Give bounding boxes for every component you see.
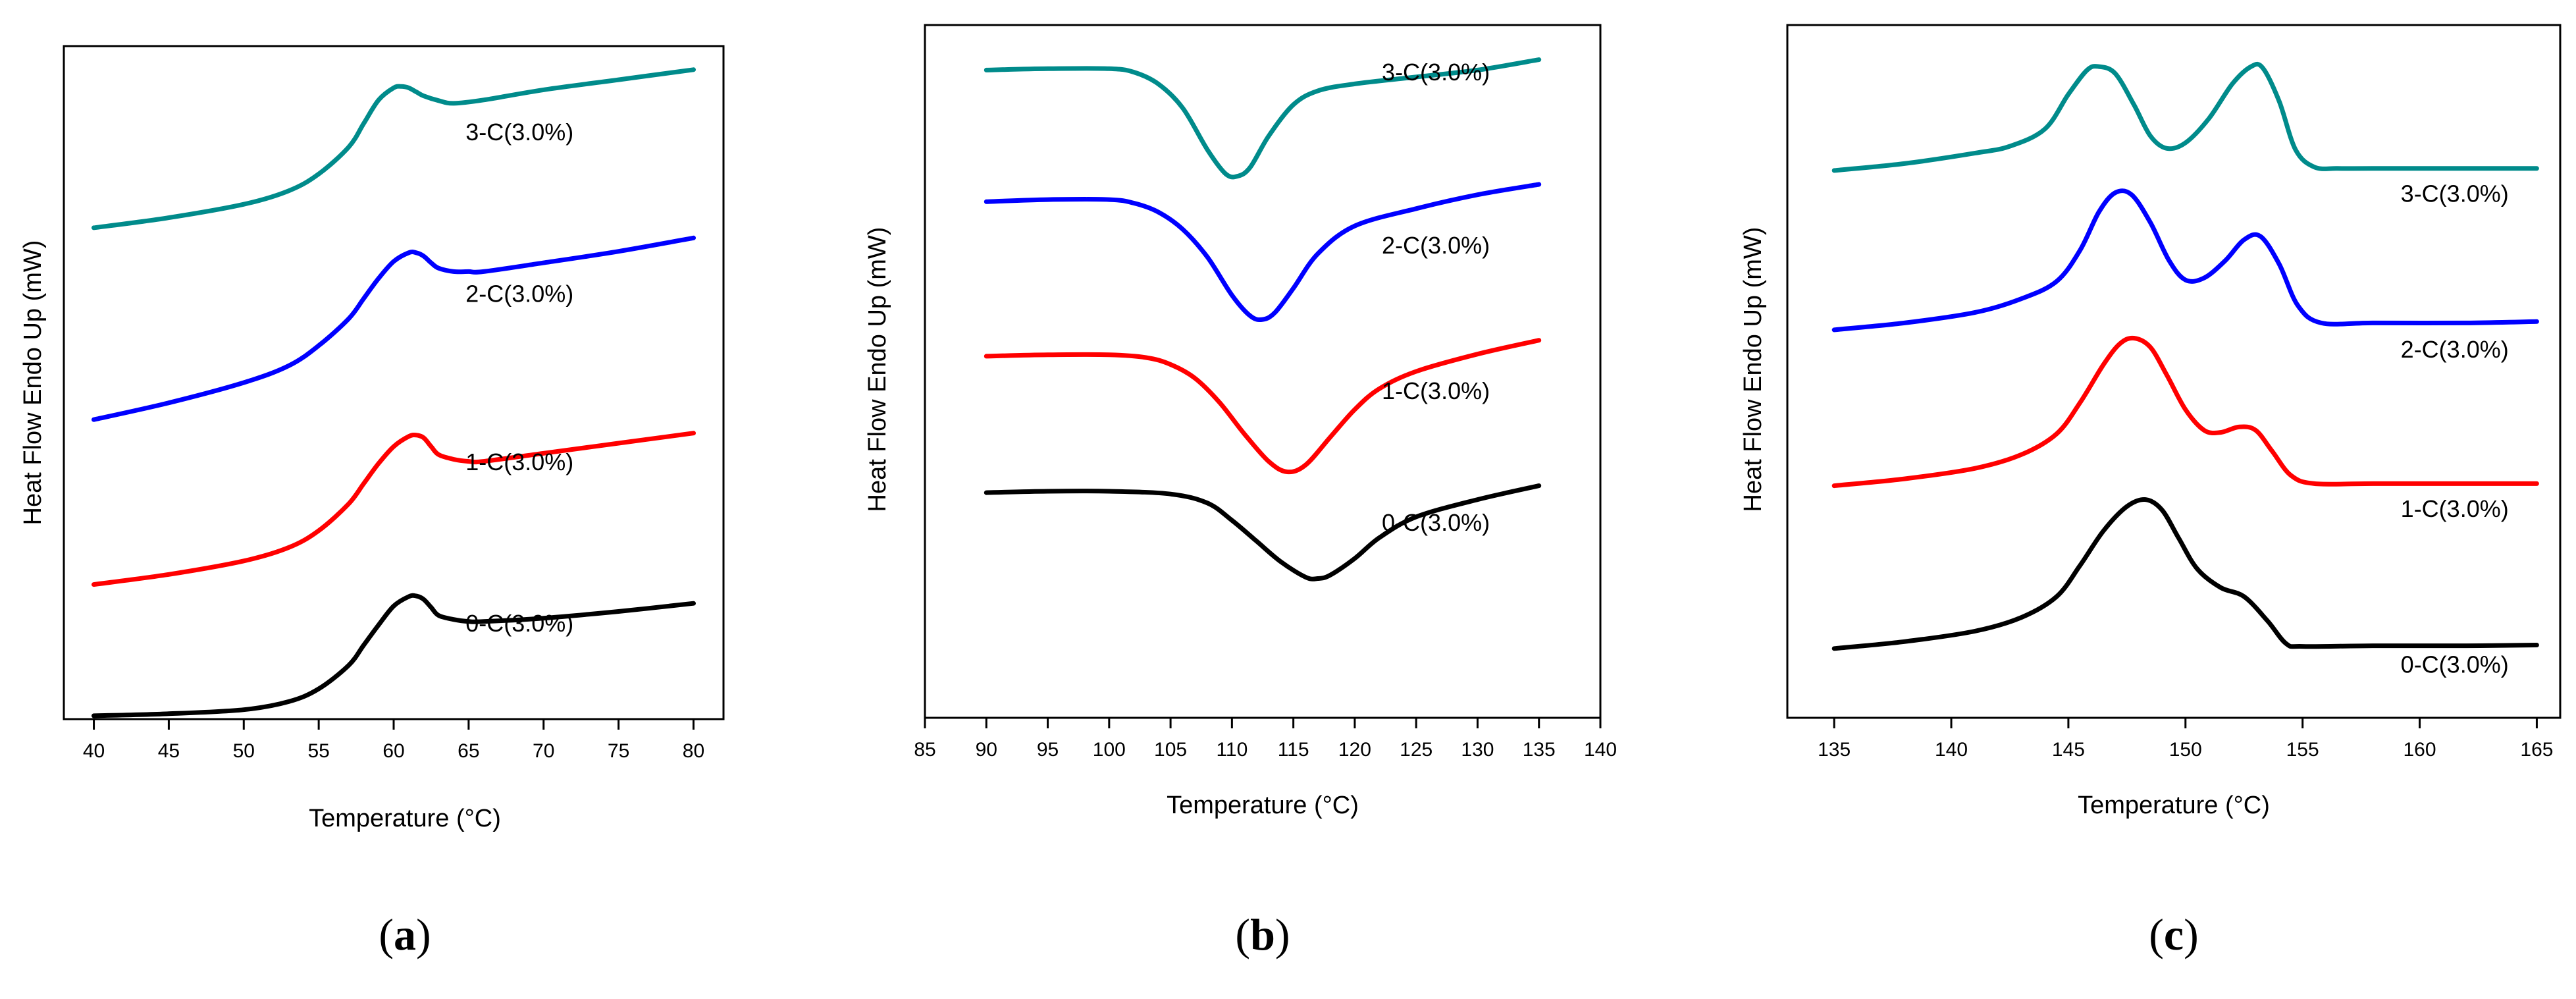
caption-open-paren-c: ( bbox=[2149, 909, 2164, 959]
x-tick-label-a-45: 45 bbox=[158, 740, 180, 762]
series-label-c-1: 1-C(3.0%) bbox=[2401, 495, 2509, 522]
y-axis-title-b: Heat Flow Endo Up (mW) bbox=[864, 227, 891, 512]
x-tick-label-c-135: 135 bbox=[1818, 739, 1851, 761]
x-tick-label-b-130: 130 bbox=[1461, 739, 1494, 761]
caption-close-paren-a: ) bbox=[416, 909, 431, 959]
series-label-b-1: 1-C(3.0%) bbox=[1382, 377, 1490, 404]
caption-letter-c: c bbox=[2163, 909, 2184, 959]
x-ticks-a: 40 45 50 55 60 65 70 75 80 bbox=[83, 719, 704, 762]
panel-caption-c: (c) bbox=[2108, 909, 2240, 961]
x-axis-title-a: Temperature (°C) bbox=[309, 805, 501, 832]
series-line-a-3 bbox=[92, 67, 696, 230]
x-tick-label-a-50: 50 bbox=[233, 740, 255, 762]
series-label-c-2: 2-C(3.0%) bbox=[2401, 336, 2509, 363]
x-tick-label-b-95: 95 bbox=[1037, 739, 1059, 761]
x-tick-label-a-40: 40 bbox=[83, 740, 105, 762]
caption-letter-b: b bbox=[1250, 909, 1275, 959]
x-tick-label-a-55: 55 bbox=[307, 740, 329, 762]
caption-open-paren-a: ( bbox=[379, 909, 394, 959]
series-line-a-1 bbox=[92, 431, 696, 587]
series-labels-a: 0-C(3.0%) 1-C(3.0%) 2-C(3.0%) 3-C(3.0%) bbox=[465, 119, 573, 637]
x-tick-label-c-150: 150 bbox=[2169, 739, 2202, 761]
series-line-a-0 bbox=[92, 593, 696, 718]
series-label-a-2: 2-C(3.0%) bbox=[465, 280, 573, 307]
curves-c bbox=[1831, 61, 2539, 651]
x-tick-label-a-70: 70 bbox=[533, 740, 554, 762]
x-tick-label-a-65: 65 bbox=[458, 740, 479, 762]
x-tick-label-b-85: 85 bbox=[914, 739, 935, 761]
x-ticks-c: 135 140 145 150 155 160 165 bbox=[1818, 718, 2553, 761]
series-label-b-2: 2-C(3.0%) bbox=[1382, 232, 1490, 259]
plot-frame-a bbox=[63, 45, 725, 720]
panel-c: 135 140 145 150 155 160 165 0-C(3.0%) 1-C(3.0%)… bbox=[1739, 24, 2562, 819]
panel-caption-b: (b) bbox=[1197, 909, 1328, 961]
x-tick-label-b-110: 110 bbox=[1216, 739, 1248, 761]
curves-b bbox=[984, 57, 1542, 581]
panel-caption-a: (a) bbox=[339, 909, 471, 961]
x-tick-label-c-145: 145 bbox=[2052, 739, 2085, 761]
series-line-b-1 bbox=[984, 338, 1542, 475]
x-tick-label-b-100: 100 bbox=[1093, 739, 1126, 761]
series-line-b-3 bbox=[984, 57, 1542, 180]
x-tick-label-b-135: 135 bbox=[1523, 739, 1556, 761]
series-label-b-0: 0-C(3.0%) bbox=[1382, 509, 1490, 536]
series-labels-c: 0-C(3.0%) 1-C(3.0%) 2-C(3.0%) 3-C(3.0%) bbox=[2401, 180, 2509, 678]
series-line-b-2 bbox=[984, 182, 1542, 323]
x-tick-label-b-140: 140 bbox=[1584, 739, 1617, 761]
caption-close-paren-c: ) bbox=[2184, 909, 2199, 959]
x-tick-label-a-75: 75 bbox=[608, 740, 629, 762]
series-label-a-3: 3-C(3.0%) bbox=[465, 119, 573, 146]
caption-open-paren-b: ( bbox=[1235, 909, 1251, 959]
plot-frame-c bbox=[1786, 24, 2562, 719]
x-tick-label-a-60: 60 bbox=[382, 740, 404, 762]
x-tick-label-b-105: 105 bbox=[1154, 739, 1187, 761]
y-axis-title-c: Heat Flow Endo Up (mW) bbox=[1739, 227, 1767, 512]
series-line-a-2 bbox=[92, 235, 696, 422]
y-axis-title-a: Heat Flow Endo Up (mW) bbox=[19, 240, 47, 526]
x-tick-label-a-80: 80 bbox=[683, 740, 704, 762]
x-axis-title-c: Temperature (°C) bbox=[2078, 792, 2270, 819]
series-labels-b: 0-C(3.0%) 1-C(3.0%) 2-C(3.0%) 3-C(3.0%) bbox=[1382, 59, 1490, 536]
panel-a: 40 45 50 55 60 65 70 75 80 0-C(3.0%) 1-C(3.0%) 2-C… bbox=[19, 45, 725, 832]
series-label-b-3: 3-C(3.0%) bbox=[1382, 59, 1490, 86]
curves-a bbox=[92, 67, 696, 718]
x-tick-label-b-125: 125 bbox=[1400, 739, 1433, 761]
x-tick-label-c-160: 160 bbox=[2404, 739, 2436, 761]
series-line-c-1 bbox=[1831, 335, 2539, 489]
series-line-c-2 bbox=[1831, 188, 2539, 333]
x-ticks-b: 85 90 95 100 105 110 115 120 125 130 135 140 bbox=[914, 718, 1617, 761]
x-axis-title-b: Temperature (°C) bbox=[1167, 792, 1359, 819]
series-line-c-0 bbox=[1831, 497, 2539, 651]
x-tick-label-b-120: 120 bbox=[1338, 739, 1371, 761]
series-label-a-1: 1-C(3.0%) bbox=[465, 448, 573, 475]
series-label-c-0: 0-C(3.0%) bbox=[2401, 651, 2509, 678]
x-tick-label-c-155: 155 bbox=[2286, 739, 2319, 761]
plot-frame-b bbox=[924, 24, 1602, 719]
x-tick-label-c-140: 140 bbox=[1935, 739, 1968, 761]
x-tick-label-b-90: 90 bbox=[976, 739, 997, 761]
series-line-b-0 bbox=[984, 483, 1542, 581]
x-tick-label-b-115: 115 bbox=[1278, 739, 1309, 761]
panel-b: 85 90 95 100 105 110 115 120 125 130 135 140 0-C(3.… bbox=[864, 24, 1617, 819]
series-line-c-3 bbox=[1831, 61, 2539, 173]
series-label-a-0: 0-C(3.0%) bbox=[465, 610, 573, 637]
caption-letter-a: a bbox=[394, 909, 416, 959]
x-tick-label-c-165: 165 bbox=[2520, 739, 2553, 761]
caption-close-paren-b: ) bbox=[1275, 909, 1290, 959]
series-label-c-3: 3-C(3.0%) bbox=[2401, 180, 2509, 207]
